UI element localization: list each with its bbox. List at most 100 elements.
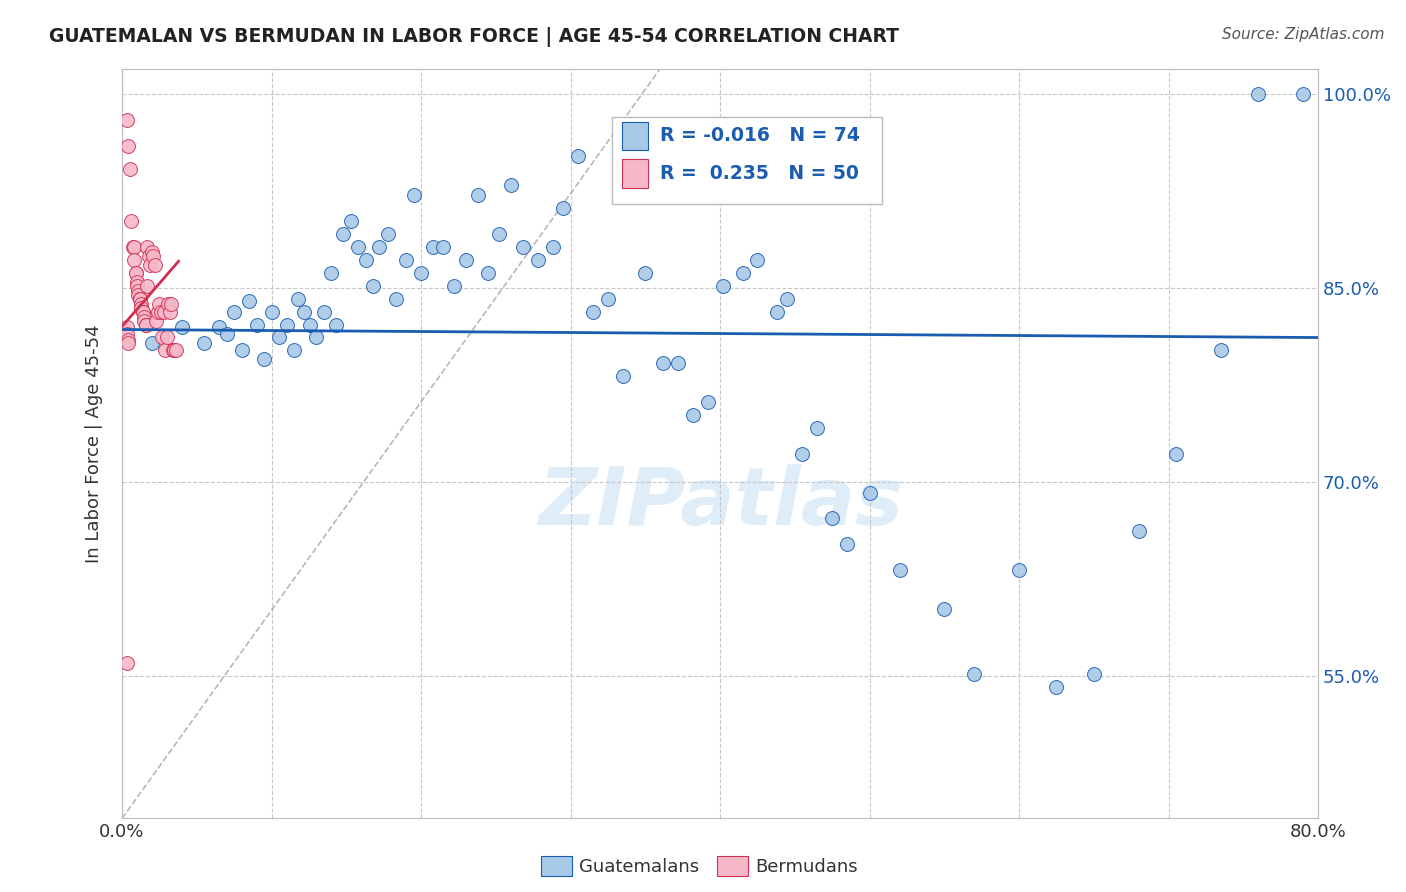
Point [409,266,432,280]
Point [276,318,298,332]
Point [145,313,167,327]
Point [776,292,799,306]
Text: Source: ZipAtlas.com: Source: ZipAtlas.com [1222,27,1385,42]
Point [287,292,309,306]
Point [858,485,880,500]
Point [340,214,363,228]
Point [697,395,720,409]
Point [1164,447,1187,461]
Point [132,304,155,318]
Point [128,284,150,298]
Point [115,113,138,128]
Point [806,421,828,435]
Point [526,252,548,267]
Point [153,304,176,318]
Point [115,657,138,671]
Point [246,318,269,332]
Point [149,304,172,318]
Point [499,178,522,192]
Point [141,245,163,260]
Point [634,266,657,280]
Point [731,266,754,280]
Y-axis label: In Labor Force | Age 45-54: In Labor Force | Age 45-54 [86,324,103,563]
Point [1209,343,1232,358]
Point [682,408,704,422]
Point [1083,666,1105,681]
Point [477,266,499,280]
Point [260,304,283,318]
Point [193,335,215,350]
Point [122,240,145,254]
Point [368,240,391,254]
Point [299,318,322,332]
Point [208,320,231,334]
Point [136,240,159,254]
Point [422,240,444,254]
Point [118,162,141,177]
Point [325,318,347,332]
Point [163,343,186,358]
Point [443,278,465,293]
Point [467,188,489,202]
Text: GUATEMALAN VS BERMUDAN IN LABOR FORCE | AGE 45-54 CORRELATION CHART: GUATEMALAN VS BERMUDAN IN LABOR FORCE | … [49,27,900,46]
Point [312,304,335,318]
Point [131,297,153,311]
Point [115,320,138,334]
Point [512,240,534,254]
Point [129,292,152,306]
Text: Bermudans: Bermudans [755,858,858,876]
Point [582,304,605,318]
Point [125,275,148,289]
Point [384,292,406,306]
Point [231,343,253,358]
Point [138,249,160,263]
Point [488,227,510,241]
Point [129,292,152,306]
Point [152,330,174,344]
Bar [621,121,648,150]
Point [541,240,564,254]
Point [283,343,305,358]
Point [889,563,911,577]
Point [612,369,634,384]
Point [121,240,143,254]
Point [454,252,477,267]
Point [148,297,170,311]
Point [117,333,139,347]
Point [115,326,138,341]
Point [155,343,177,358]
Point [143,258,166,272]
Point [132,304,155,318]
Point [837,537,859,551]
Point [124,266,146,280]
Bar [613,117,882,203]
Point [305,330,328,344]
Point [766,304,789,318]
Point [553,201,575,215]
Point [354,252,377,267]
Text: R =  0.235   N = 50: R = 0.235 N = 50 [661,164,859,183]
Point [361,278,384,293]
Point [134,310,156,324]
Point [934,602,956,616]
Point [1247,87,1270,102]
Point [267,330,290,344]
Point [170,320,193,334]
Point [1292,87,1315,102]
Point [224,304,246,318]
Point [332,227,354,241]
Point [129,292,152,306]
Point [125,278,148,293]
Point [1128,524,1150,539]
Point [156,330,179,344]
Point [141,335,163,350]
Point [117,139,139,153]
Text: ZIPatlas: ZIPatlas [537,465,903,542]
Point [711,278,734,293]
Point [1008,563,1031,577]
Point [135,318,157,332]
Point [146,304,169,318]
Point [136,278,159,293]
Point [402,188,425,202]
Point [139,258,162,272]
